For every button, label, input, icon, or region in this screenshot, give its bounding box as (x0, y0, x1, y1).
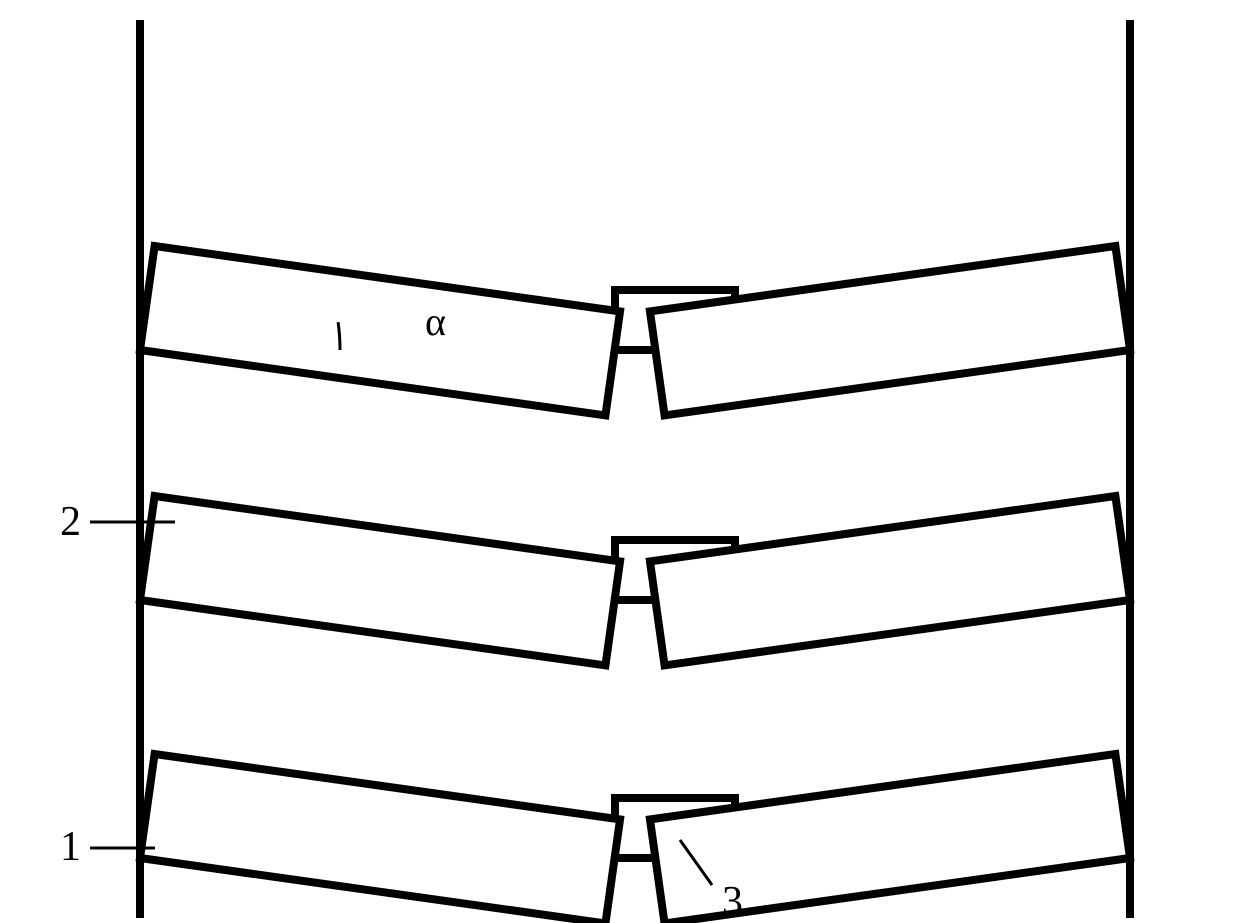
callout-text-3: 3 (722, 879, 743, 923)
callout-text-1: 1 (60, 824, 81, 870)
bar-right-1 (650, 246, 1130, 415)
bar-left-0 (140, 246, 620, 415)
angle-label: α (425, 299, 446, 344)
bar-right-3 (650, 496, 1130, 665)
bar-left-2 (140, 496, 620, 665)
bar-left-4 (140, 754, 620, 923)
callout-text-2: 2 (60, 499, 81, 545)
